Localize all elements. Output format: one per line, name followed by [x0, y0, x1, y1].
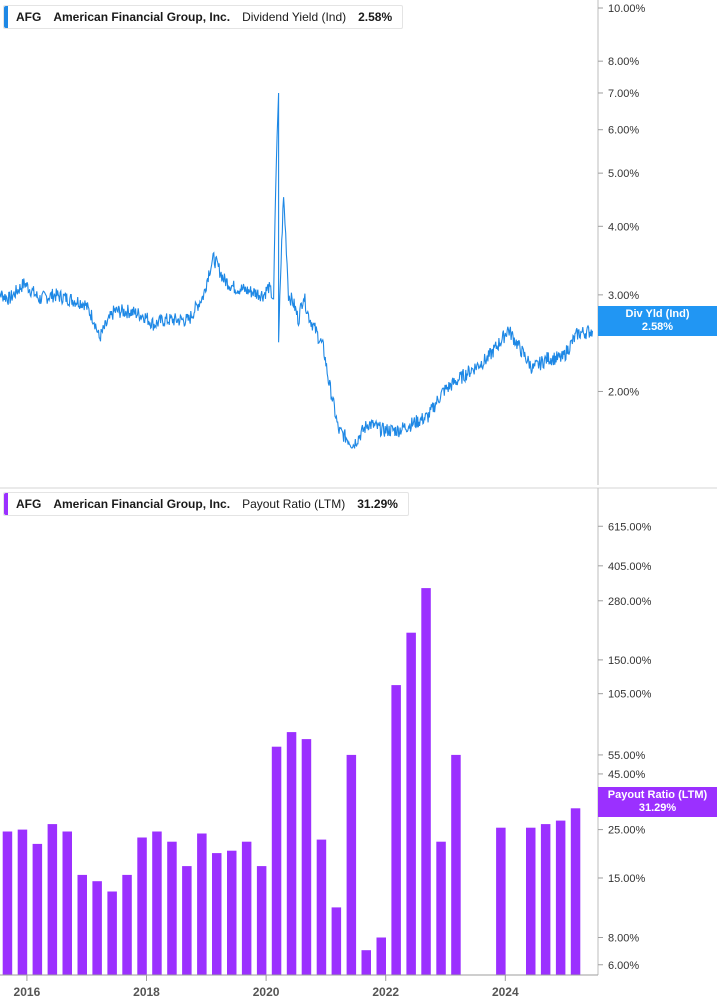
payout-bar	[227, 850, 237, 975]
y-tick-label: 150.00%	[608, 655, 652, 667]
x-tick-label: 2022	[372, 985, 399, 999]
tag-value: 31.29%	[638, 802, 677, 814]
payout-bar	[451, 754, 461, 975]
payout-bar	[167, 841, 177, 975]
payout-bar	[122, 874, 132, 975]
y-tick-label: 405.00%	[608, 561, 652, 573]
x-tick-label: 2018	[133, 985, 160, 999]
payout-bar	[316, 839, 327, 975]
payout-bar	[92, 881, 102, 975]
payout-bar	[212, 853, 222, 975]
payout-bar	[540, 824, 551, 975]
top-axis-group: 10.00% 8.00% 7.00% 6.00% 5.00% 4.00% 3.00% 2.00…	[0, 0, 717, 489]
payout-ratio-legend: AFG American Financial Group, Inc. Payou…	[3, 492, 409, 516]
payout-bar	[182, 866, 192, 975]
y-tick-label: 615.00%	[608, 521, 652, 533]
y-tick-label: 10.00%	[608, 3, 646, 15]
payout-bar	[286, 732, 297, 975]
y-tick-label: 5.00%	[608, 168, 639, 180]
legend-metric: Dividend Yield (Ind)	[242, 10, 347, 24]
payout-bar	[496, 827, 506, 975]
y-tick-label: 6.00%	[608, 960, 639, 972]
payout-bar	[197, 833, 207, 975]
y-tick-label: 8.00%	[608, 933, 639, 945]
payout-bar	[241, 841, 252, 975]
y-tick-label: 6.00%	[608, 125, 639, 137]
payout-bar	[17, 829, 28, 975]
legend-company: American Financial Group, Inc.	[53, 497, 231, 511]
y-tick-label: 15.00%	[608, 873, 646, 885]
dividend-yield-line	[0, 92, 594, 449]
tag-value: 2.58%	[641, 321, 674, 333]
payout-bar	[421, 588, 431, 975]
payout-bar	[2, 831, 13, 975]
x-axis-group: 2016 2018 2020 2022 2024	[0, 974, 598, 999]
dividend-yield-tag: Div Yld (Ind) 2.58%	[598, 306, 717, 336]
payout-bar	[107, 891, 117, 975]
dividend-yield-legend: AFG American Financial Group, Inc. Divid…	[3, 5, 404, 29]
y-tick-label: 280.00%	[608, 596, 652, 608]
payout-bars-group	[2, 588, 581, 975]
payout-bar	[47, 824, 58, 975]
legend-swatch-payout	[4, 493, 8, 515]
payout-bar	[152, 831, 162, 975]
legend-value: 2.58%	[358, 10, 393, 24]
payout-bar	[391, 685, 401, 975]
payout-bar	[555, 820, 566, 975]
tag-label: Div Yld (Ind)	[625, 308, 690, 320]
y-tick-label: 45.00%	[608, 769, 646, 781]
legend-swatch-yield	[4, 6, 8, 28]
y-tick-label: 2.00%	[608, 386, 639, 398]
payout-bar	[32, 843, 43, 975]
payout-bar	[376, 937, 386, 975]
y-tick-label: 7.00%	[608, 88, 639, 100]
payout-bar	[77, 874, 87, 975]
payout-bar	[570, 808, 581, 975]
y-tick-label: 25.00%	[608, 825, 646, 837]
payout-bar	[271, 746, 282, 975]
payout-bar	[137, 837, 147, 975]
legend-ticker: AFG	[16, 10, 42, 24]
tag-label: Payout Ratio (LTM)	[607, 789, 708, 801]
x-tick-label: 2020	[253, 985, 280, 999]
y-tick-label: 8.00%	[608, 56, 639, 68]
y-tick-label: 3.00%	[608, 290, 639, 302]
bottom-axis-group: 615.00% 405.00% 280.00% 150.00% 105.00% 55.00…	[597, 488, 652, 975]
x-tick-label: 2024	[492, 985, 519, 999]
payout-bar	[62, 831, 72, 975]
legend-value: 31.29%	[357, 497, 398, 511]
payout-bar	[301, 739, 312, 975]
payout-bar	[526, 827, 536, 975]
dividend-yield-line-group	[0, 92, 594, 449]
payout-bar	[406, 632, 416, 975]
y-tick-label: 55.00%	[608, 750, 646, 762]
legend-company: American Financial Group, Inc.	[53, 10, 231, 24]
legend-metric: Payout Ratio (LTM)	[242, 497, 346, 511]
payout-bar	[436, 841, 446, 975]
payout-bar	[361, 950, 371, 975]
payout-bar	[256, 866, 267, 975]
legend-ticker: AFG	[16, 497, 42, 511]
x-tick-label: 2016	[14, 985, 41, 999]
payout-bar	[331, 907, 342, 975]
y-tick-label: 105.00%	[608, 689, 652, 701]
payout-bar	[346, 754, 357, 975]
payout-ratio-tag: Payout Ratio (LTM) 31.29%	[598, 787, 717, 817]
y-tick-label: 4.00%	[608, 221, 639, 233]
